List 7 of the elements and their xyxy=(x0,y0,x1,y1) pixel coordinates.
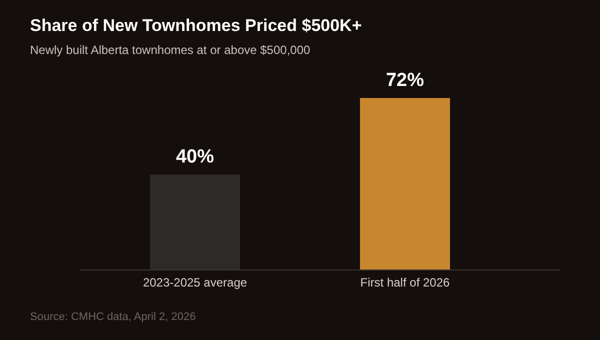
chart-subtitle: Newly built Alberta townhomes at or above $500,000 xyxy=(30,43,310,57)
chart-title: Share of New Townhomes Priced $500K+ xyxy=(30,16,362,36)
data-label: 72% xyxy=(386,70,424,91)
data-label: 40% xyxy=(176,146,214,168)
x-tick-label: 2023-2025 average xyxy=(142,276,248,290)
x-tick-label: First half of 2026 xyxy=(360,276,450,290)
source-note: Source: CMHC data, April 2, 2026 xyxy=(30,311,196,323)
